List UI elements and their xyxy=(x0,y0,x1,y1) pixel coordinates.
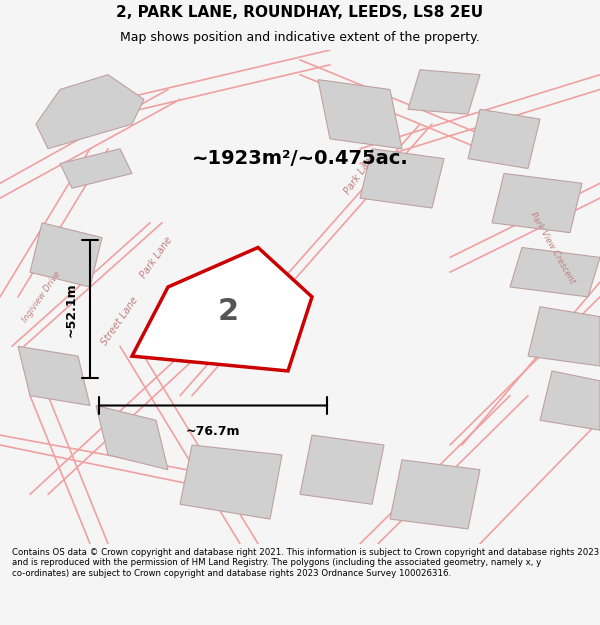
Text: 2, PARK LANE, ROUNDHAY, LEEDS, LS8 2EU: 2, PARK LANE, ROUNDHAY, LEEDS, LS8 2EU xyxy=(116,5,484,20)
Text: Contains OS data © Crown copyright and database right 2021. This information is : Contains OS data © Crown copyright and d… xyxy=(12,548,599,578)
Polygon shape xyxy=(510,248,600,297)
Polygon shape xyxy=(408,70,480,114)
Polygon shape xyxy=(60,149,132,188)
Polygon shape xyxy=(180,445,282,519)
Text: 2: 2 xyxy=(217,297,239,326)
Polygon shape xyxy=(468,109,540,169)
Text: ~76.7m: ~76.7m xyxy=(186,425,240,438)
Text: Street Lane: Street Lane xyxy=(100,296,140,348)
Polygon shape xyxy=(318,79,402,149)
Polygon shape xyxy=(492,173,582,232)
Polygon shape xyxy=(96,406,168,470)
Polygon shape xyxy=(540,371,600,430)
Polygon shape xyxy=(360,149,444,208)
Text: Park Lane: Park Lane xyxy=(342,151,378,196)
Text: ~52.1m: ~52.1m xyxy=(65,282,78,336)
Text: Park View Crescent: Park View Crescent xyxy=(528,210,576,285)
Polygon shape xyxy=(18,346,90,406)
Text: Ingiview Drive: Ingiview Drive xyxy=(21,270,63,324)
Text: Park Lane: Park Lane xyxy=(138,235,174,280)
Text: ~1923m²/~0.475ac.: ~1923m²/~0.475ac. xyxy=(191,149,409,168)
Polygon shape xyxy=(528,307,600,366)
Polygon shape xyxy=(36,74,144,149)
Polygon shape xyxy=(300,435,384,504)
Polygon shape xyxy=(390,460,480,529)
Text: Map shows position and indicative extent of the property.: Map shows position and indicative extent… xyxy=(120,31,480,44)
Polygon shape xyxy=(30,222,102,287)
Polygon shape xyxy=(132,248,312,371)
